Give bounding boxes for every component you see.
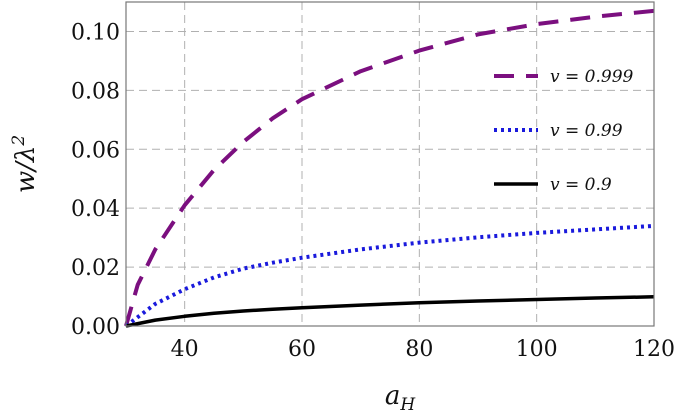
- x-tick-label: 100: [516, 337, 558, 362]
- y-axis-label: w/λ2: [9, 135, 41, 193]
- x-tick-label: 80: [405, 337, 433, 362]
- y-tick-labels: 0.00 0.02 0.04 0.06 0.08 0.10: [71, 20, 120, 340]
- y-axis-label-sup: 2: [9, 135, 29, 147]
- y-tick-label: 0.04: [71, 197, 120, 222]
- series-line-3: [125, 295, 655, 328]
- series-line-1: [124, 8, 655, 327]
- series-line-2: [124, 223, 655, 328]
- x-tick-label: 40: [171, 337, 199, 362]
- series-group: [124, 8, 655, 328]
- legend: v = 0.999 v = 0.99 v = 0.9: [494, 67, 634, 195]
- plot-frame: [125, 1, 655, 327]
- legend-label: v = 0.99: [550, 121, 623, 141]
- y-tick-label: 0.00: [71, 315, 120, 340]
- x-axis-label-main: a: [385, 381, 401, 411]
- x-axis-label: aH: [385, 381, 417, 414]
- grid-lines: [126, 2, 654, 326]
- x-tick-labels: 40 60 80 100 120: [171, 337, 675, 362]
- x-tick-label: 60: [288, 337, 316, 362]
- y-axis-label-main: w/λ: [11, 146, 41, 194]
- x-axis-label-sub: H: [399, 395, 416, 414]
- legend-label: v = 0.9: [550, 175, 612, 195]
- x-tick-label: 120: [633, 337, 675, 362]
- y-tick-label: 0.10: [71, 20, 120, 45]
- legend-label: v = 0.999: [550, 67, 634, 87]
- y-tick-label: 0.02: [71, 256, 120, 281]
- y-tick-label: 0.06: [71, 138, 120, 163]
- y-tick-label: 0.08: [71, 79, 120, 104]
